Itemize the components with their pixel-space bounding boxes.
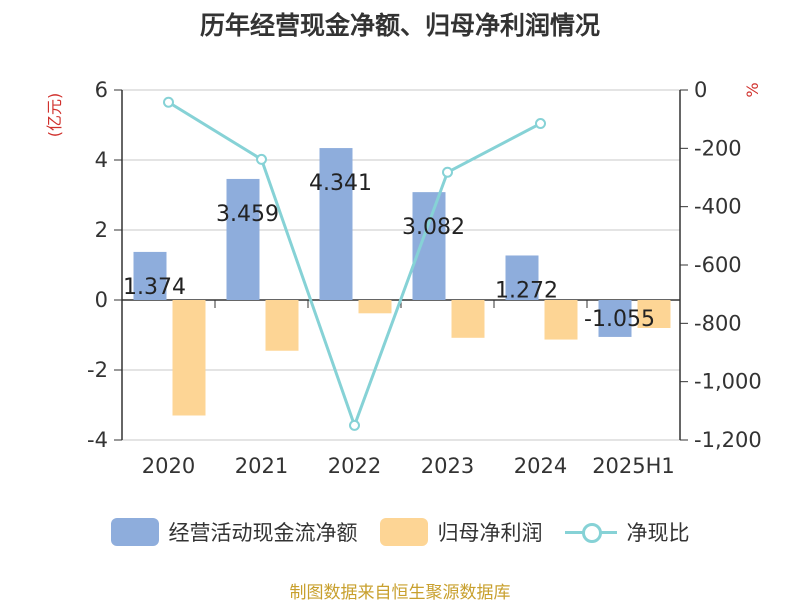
bar-net-profit bbox=[358, 300, 392, 314]
x-tick-label: 2023 bbox=[421, 454, 474, 478]
y-right-tick-label: -1,200 bbox=[694, 428, 762, 452]
legend-label-cash-ratio: 净现比 bbox=[626, 521, 690, 545]
x-tick-label: 2020 bbox=[142, 454, 195, 478]
bar-cashflow bbox=[412, 192, 446, 300]
bar-value-label: 1.374 bbox=[123, 275, 186, 300]
y-left-tick-label: 4 bbox=[95, 148, 108, 172]
legend-label-net-profit: 归母净利润 bbox=[437, 521, 543, 545]
legend-swatch-net-profit bbox=[379, 518, 428, 546]
legend-item-cash-ratio[interactable]: 净现比 bbox=[564, 517, 690, 547]
x-tick-label: 2025H1 bbox=[592, 454, 675, 478]
bar-value-label: 4.341 bbox=[309, 171, 372, 196]
bar-net-profit bbox=[451, 300, 485, 338]
y-left-tick-label: -4 bbox=[87, 428, 108, 452]
line-point-cash-ratio bbox=[442, 166, 453, 178]
legend-label-cashflow: 经营活动现金流净额 bbox=[168, 521, 358, 545]
y-right-unit-label: % bbox=[743, 82, 762, 97]
legend: 经营活动现金流净额 归母净利润 净现比 bbox=[0, 517, 800, 547]
y-right-tick-label: -600 bbox=[694, 253, 742, 277]
legend-line-marker-icon bbox=[564, 518, 617, 546]
bar-value-label: 3.459 bbox=[216, 202, 279, 227]
line-point-cash-ratio bbox=[256, 153, 267, 165]
bar-value-label: 3.082 bbox=[402, 215, 465, 240]
bar-cashflow bbox=[598, 300, 632, 337]
legend-swatch-cashflow bbox=[110, 518, 159, 546]
y-right-tick-label: -800 bbox=[694, 311, 742, 335]
bar-net-profit bbox=[637, 300, 671, 328]
legend-item-net-profit[interactable]: 归母净利润 bbox=[379, 517, 543, 547]
bar-cashflow bbox=[133, 251, 167, 300]
chart-title: 历年经营现金净额、归母净利润情况 bbox=[199, 11, 600, 40]
y-left-tick-label: 0 bbox=[95, 288, 108, 312]
data-source-note: 制图数据来自恒生聚源数据库 bbox=[289, 583, 511, 603]
bar-net-profit bbox=[172, 300, 206, 416]
y-right-tick-label: -400 bbox=[694, 195, 742, 219]
line-point-cash-ratio bbox=[163, 96, 174, 108]
bar-cashflow bbox=[226, 178, 260, 300]
line-cash-ratio bbox=[167, 100, 542, 430]
x-tick-label: 2024 bbox=[514, 454, 567, 478]
bar-net-profit bbox=[544, 300, 578, 340]
bar-value-label: 1.272 bbox=[495, 278, 558, 303]
y-right-tick-label: -200 bbox=[694, 136, 742, 160]
bar-net-profit bbox=[265, 300, 299, 351]
line-point-cash-ratio bbox=[535, 118, 546, 130]
y-left-unit-label: (亿元) bbox=[45, 93, 64, 138]
y-right-tick-label: 0 bbox=[694, 78, 707, 102]
legend-item-cashflow[interactable]: 经营活动现金流净额 bbox=[110, 517, 358, 547]
y-left-tick-label: 2 bbox=[95, 218, 108, 242]
x-tick-label: 2021 bbox=[235, 454, 288, 478]
bar-cashflow bbox=[505, 255, 539, 300]
bar-value-label: -1.055 bbox=[584, 307, 655, 332]
line-point-cash-ratio bbox=[349, 419, 360, 431]
y-left-tick-label: 6 bbox=[95, 78, 108, 102]
x-tick-label: 2022 bbox=[328, 454, 381, 478]
y-left-tick-label: -2 bbox=[87, 358, 108, 382]
bar-cashflow bbox=[319, 148, 353, 300]
y-right-tick-label: -1,000 bbox=[694, 370, 762, 394]
